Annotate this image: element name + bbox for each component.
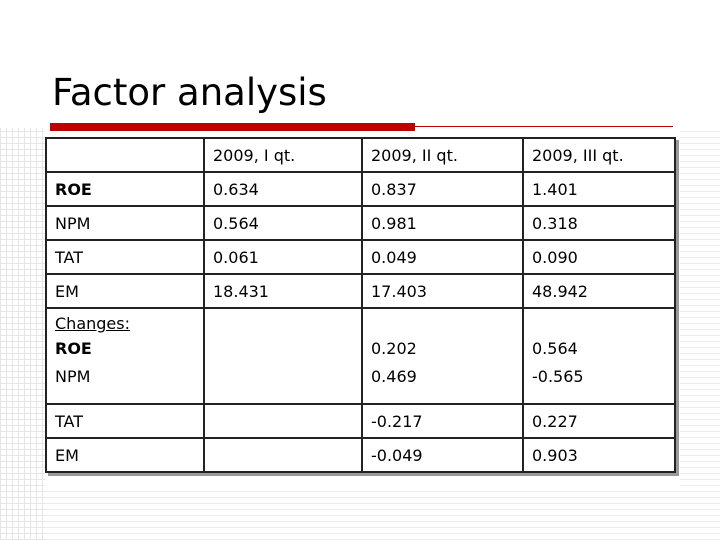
cell: 0.061 (203, 239, 363, 275)
data-row: EM -0.049 0.903 (45, 437, 676, 473)
changes-row: Changes: ROE NPM 0.202 0.469 0.564 -0.56… (45, 307, 676, 405)
slide-title: Factor analysis (52, 71, 327, 114)
row-label-text: ROE (55, 339, 92, 358)
cell-line: 0.564 (532, 339, 578, 358)
title-rule (415, 126, 673, 127)
factor-table: 2009, I qt. 2009, II qt. 2009, III qt. R… (45, 137, 676, 473)
cell: 1.401 (522, 171, 676, 207)
changes-heading: Changes: (55, 314, 130, 333)
row-label: ROE (55, 335, 195, 363)
corner-cell (45, 137, 205, 173)
row-label: EM (45, 437, 205, 473)
spacer (532, 313, 666, 335)
changes-label-cell: Changes: ROE NPM (45, 307, 205, 405)
cell: 0.837 (361, 171, 524, 207)
row-label: ROE (45, 171, 205, 207)
background-pattern (680, 128, 720, 540)
background-pattern (45, 490, 680, 540)
row-label-text: ROE (55, 179, 92, 199)
cell-line: -0.565 (532, 367, 584, 386)
empty-cell (203, 403, 363, 439)
title-underline (50, 123, 415, 131)
empty-cell (203, 437, 363, 473)
row-label: NPM (55, 367, 91, 386)
cell: 0.090 (522, 239, 676, 275)
spacer (371, 313, 514, 335)
cell: 48.942 (522, 273, 676, 309)
row-label: EM (45, 273, 205, 309)
data-row: ROE 0.634 0.837 1.401 (45, 171, 676, 207)
cell: 0.564 -0.565 (522, 307, 676, 405)
row-label: TAT (45, 239, 205, 275)
cell: 0.981 (361, 205, 524, 241)
header-cell: 2009, II qt. (361, 137, 524, 173)
data-row: TAT 0.061 0.049 0.090 (45, 239, 676, 275)
data-row: EM 18.431 17.403 48.942 (45, 273, 676, 309)
row-label: TAT (45, 403, 205, 439)
header-row: 2009, I qt. 2009, II qt. 2009, III qt. (45, 137, 676, 173)
data-row: TAT -0.217 0.227 (45, 403, 676, 439)
cell: 17.403 (361, 273, 524, 309)
header-cell: 2009, I qt. (203, 137, 363, 173)
cell-line: 0.469 (371, 367, 417, 386)
cell: 18.431 (203, 273, 363, 309)
cell: 0.318 (522, 205, 676, 241)
cell: 0.202 0.469 (361, 307, 524, 405)
row-label: NPM (45, 205, 205, 241)
data-row: NPM 0.564 0.981 0.318 (45, 205, 676, 241)
cell: 0.049 (361, 239, 524, 275)
empty-cell (203, 307, 363, 405)
header-cell: 2009, III qt. (522, 137, 676, 173)
cell: 0.903 (522, 437, 676, 473)
cell: 0.227 (522, 403, 676, 439)
cell: -0.217 (361, 403, 524, 439)
cell: 0.564 (203, 205, 363, 241)
background-pattern (0, 128, 45, 540)
cell: 0.634 (203, 171, 363, 207)
cell: -0.049 (361, 437, 524, 473)
cell-line: 0.202 (371, 339, 417, 358)
